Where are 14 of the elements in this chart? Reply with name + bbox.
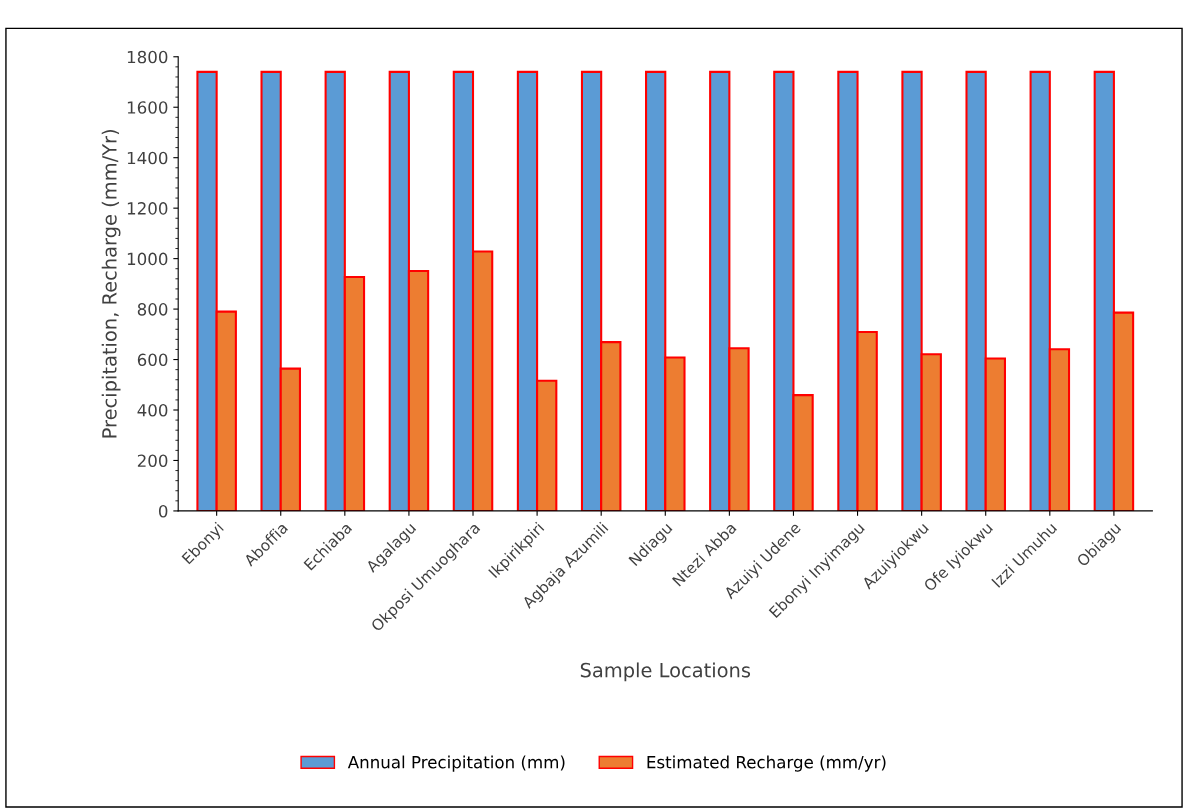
y-tick-label: 0 bbox=[158, 504, 168, 518]
y-tick-label: 600 bbox=[137, 353, 168, 367]
y-tick-label: 1000 bbox=[127, 252, 168, 266]
y-axis-title: Precipitation, Recharge (mm/Yr) bbox=[101, 130, 121, 438]
y-tick-label: 1800 bbox=[127, 50, 168, 64]
y-tick-label: 1200 bbox=[127, 202, 168, 215]
legend-label: Annual Precipitation (mm) bbox=[347, 755, 565, 772]
legend-label: Estimated Recharge (mm/yr) bbox=[647, 755, 886, 772]
y-tick-label: 400 bbox=[137, 403, 168, 417]
y-tick-label: 1600 bbox=[127, 101, 168, 114]
y-tick-label: 800 bbox=[137, 303, 168, 316]
x-axis-title: Sample Locations bbox=[580, 662, 751, 682]
y-tick-label: 1400 bbox=[127, 151, 168, 165]
y-tick-label: 200 bbox=[137, 454, 168, 468]
